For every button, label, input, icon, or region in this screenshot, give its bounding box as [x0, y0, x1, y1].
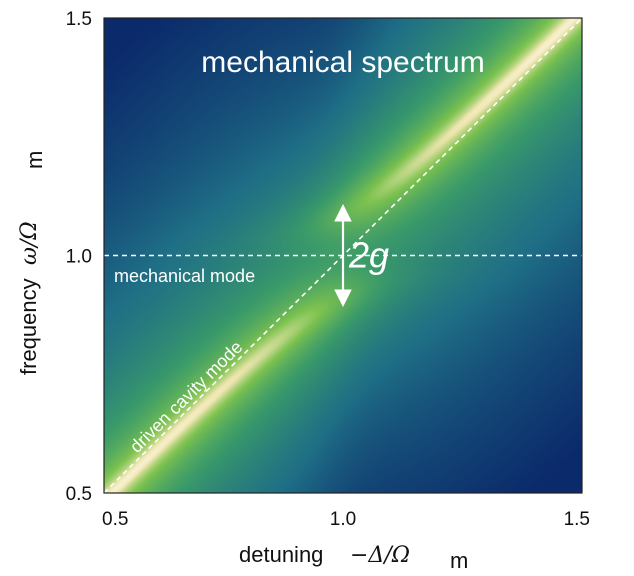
x-axis-title-text: detuning — [239, 542, 323, 567]
x-axis-title: detuning −Δ/Ω m — [239, 542, 468, 573]
y-axis-title-text: frequency — [16, 278, 41, 375]
plot-frame — [103, 17, 583, 494]
mechanical-mode-label: mechanical mode — [114, 266, 255, 286]
x-axis-title-math: −Δ/Ω — [350, 543, 410, 568]
y-axis-title: frequency ω/Ω m — [16, 151, 47, 375]
x-tick-label: 0.5 — [102, 509, 128, 530]
y-axis-title-subscript: m — [22, 151, 47, 169]
y-axis-title-math: ω/Ω — [17, 221, 42, 265]
y-tick-label: 1.0 — [66, 247, 92, 268]
x-tick-label: 1.0 — [330, 509, 356, 530]
overlay — [104, 18, 582, 493]
x-axis-title-subscript: m — [450, 548, 468, 573]
y-tick-label: 1.5 — [66, 9, 92, 30]
splitting-label: 2g — [348, 235, 389, 276]
chart-title: mechanical spectrum — [201, 46, 484, 79]
y-tick-label: 0.5 — [66, 484, 92, 505]
ticks: 0.5 1.0 1.5 0.5 1.0 1.5 — [66, 9, 590, 530]
x-tick-label: 1.5 — [564, 509, 590, 530]
